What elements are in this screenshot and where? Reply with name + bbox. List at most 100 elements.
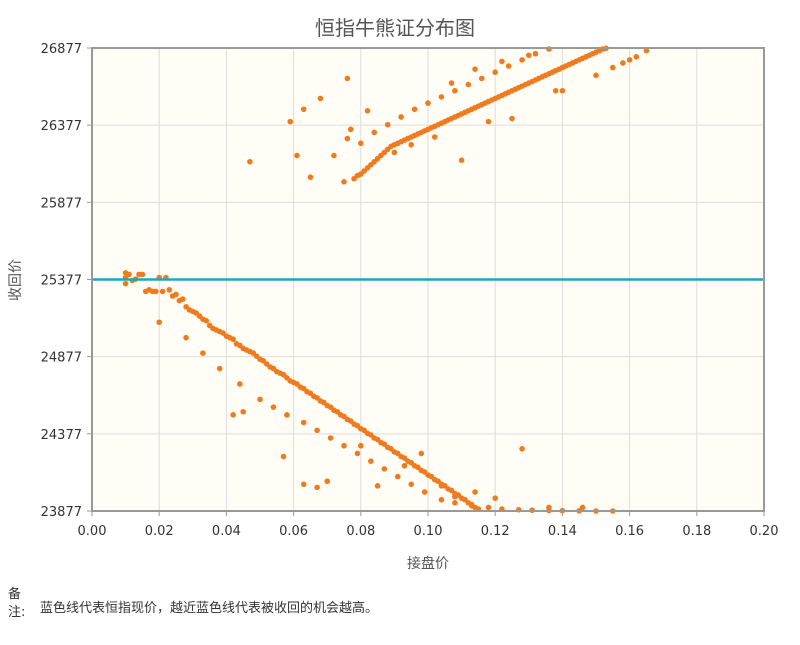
data-point (418, 450, 425, 457)
x-tick-label: 0.04 (212, 524, 241, 539)
data-point (307, 174, 314, 180)
data-point (421, 489, 428, 495)
data-point (408, 481, 415, 488)
data-point (398, 114, 404, 120)
data-point (247, 158, 253, 165)
data-point (237, 381, 243, 387)
data-point (203, 317, 210, 324)
data-point (452, 493, 458, 500)
chart-title: 恒指牛熊证分布图 (315, 16, 475, 40)
data-point (610, 64, 616, 71)
y-tick-label: 25877 (41, 196, 82, 211)
y-axis-ticks: 23877 24377 24877 25377 25877 26377 26877 (41, 42, 92, 520)
data-point (344, 135, 351, 142)
data-point (526, 52, 532, 59)
plot-border (91, 47, 765, 512)
data-point (300, 419, 307, 426)
data-point (546, 504, 552, 511)
data-point (492, 69, 499, 76)
data-point (391, 149, 398, 156)
scatter-chart: 恒指牛熊证分布图 2387724377248772537725877263772… (8, 16, 779, 572)
data-point (472, 66, 478, 72)
data-point (626, 57, 633, 63)
data-point (324, 478, 331, 485)
data-point (314, 484, 320, 491)
x-axis-label: 接盘价 (407, 555, 449, 572)
data-point (139, 271, 146, 278)
data-point (374, 483, 381, 489)
x-tick-label: 0.12 (481, 524, 510, 539)
y-tick-label: 23877 (41, 505, 82, 520)
data-point (519, 57, 525, 63)
data-point (126, 271, 132, 278)
data-point (633, 53, 640, 60)
data-point (314, 427, 320, 434)
x-tick-label: 0.20 (750, 524, 779, 539)
data-point (552, 87, 559, 94)
data-point (358, 442, 364, 449)
data-point (505, 63, 512, 69)
x-tick-label: 0.16 (615, 524, 644, 539)
data-point (287, 118, 294, 125)
data-point (156, 319, 162, 326)
data-point (300, 106, 307, 113)
data-point (280, 453, 287, 460)
data-point (438, 94, 445, 100)
data-point (364, 108, 371, 114)
x-tick-label: 0.08 (346, 524, 375, 539)
data-point (368, 458, 374, 464)
data-point (179, 296, 186, 302)
data-point (485, 504, 492, 511)
data-point (438, 496, 445, 503)
data-point (532, 50, 539, 57)
y-axis-label: 收回价 (8, 259, 24, 301)
data-point (468, 503, 475, 509)
note-label: 备注: (8, 587, 26, 620)
y-tick-label: 26877 (41, 42, 82, 57)
data-point (465, 81, 472, 88)
data-point (341, 179, 347, 185)
data-point (153, 288, 159, 295)
data-point (183, 334, 189, 341)
data-point (448, 80, 455, 86)
data-point (519, 446, 525, 452)
data-point (425, 100, 431, 106)
x-tick-label: 0.00 (78, 524, 107, 539)
y-tick-label: 24877 (41, 351, 82, 366)
data-point (173, 291, 179, 298)
y-tick-label: 26377 (41, 119, 82, 134)
x-tick-label: 0.06 (279, 524, 308, 539)
data-point (331, 152, 337, 159)
data-point (230, 412, 236, 418)
y-tick-label: 25377 (41, 274, 82, 289)
data-point (216, 365, 223, 372)
data-point (381, 466, 388, 472)
data-point (341, 442, 347, 449)
note-text: 蓝色线代表恒指现价，越近蓝色线代表被收回的机会越高。 (40, 601, 379, 616)
data-point (230, 336, 236, 343)
data-point (358, 140, 364, 147)
data-point (431, 134, 438, 140)
data-point (327, 435, 334, 441)
data-point (485, 118, 492, 125)
data-point (294, 152, 300, 159)
data-point (166, 287, 173, 293)
data-points (122, 45, 650, 514)
data-point (270, 404, 277, 410)
data-point (411, 106, 418, 113)
data-point (257, 396, 263, 403)
data-point (458, 157, 465, 164)
data-point (371, 129, 378, 136)
data-point (499, 58, 505, 65)
data-point (452, 500, 458, 506)
y-tick-label: 24377 (41, 428, 82, 443)
data-point (344, 75, 351, 82)
data-point (394, 473, 401, 480)
data-point (122, 280, 129, 287)
data-point (347, 126, 354, 133)
x-tick-label: 0.18 (682, 524, 711, 539)
data-point (620, 60, 626, 66)
data-point (317, 95, 324, 102)
data-point (408, 141, 415, 148)
data-point (509, 115, 515, 122)
